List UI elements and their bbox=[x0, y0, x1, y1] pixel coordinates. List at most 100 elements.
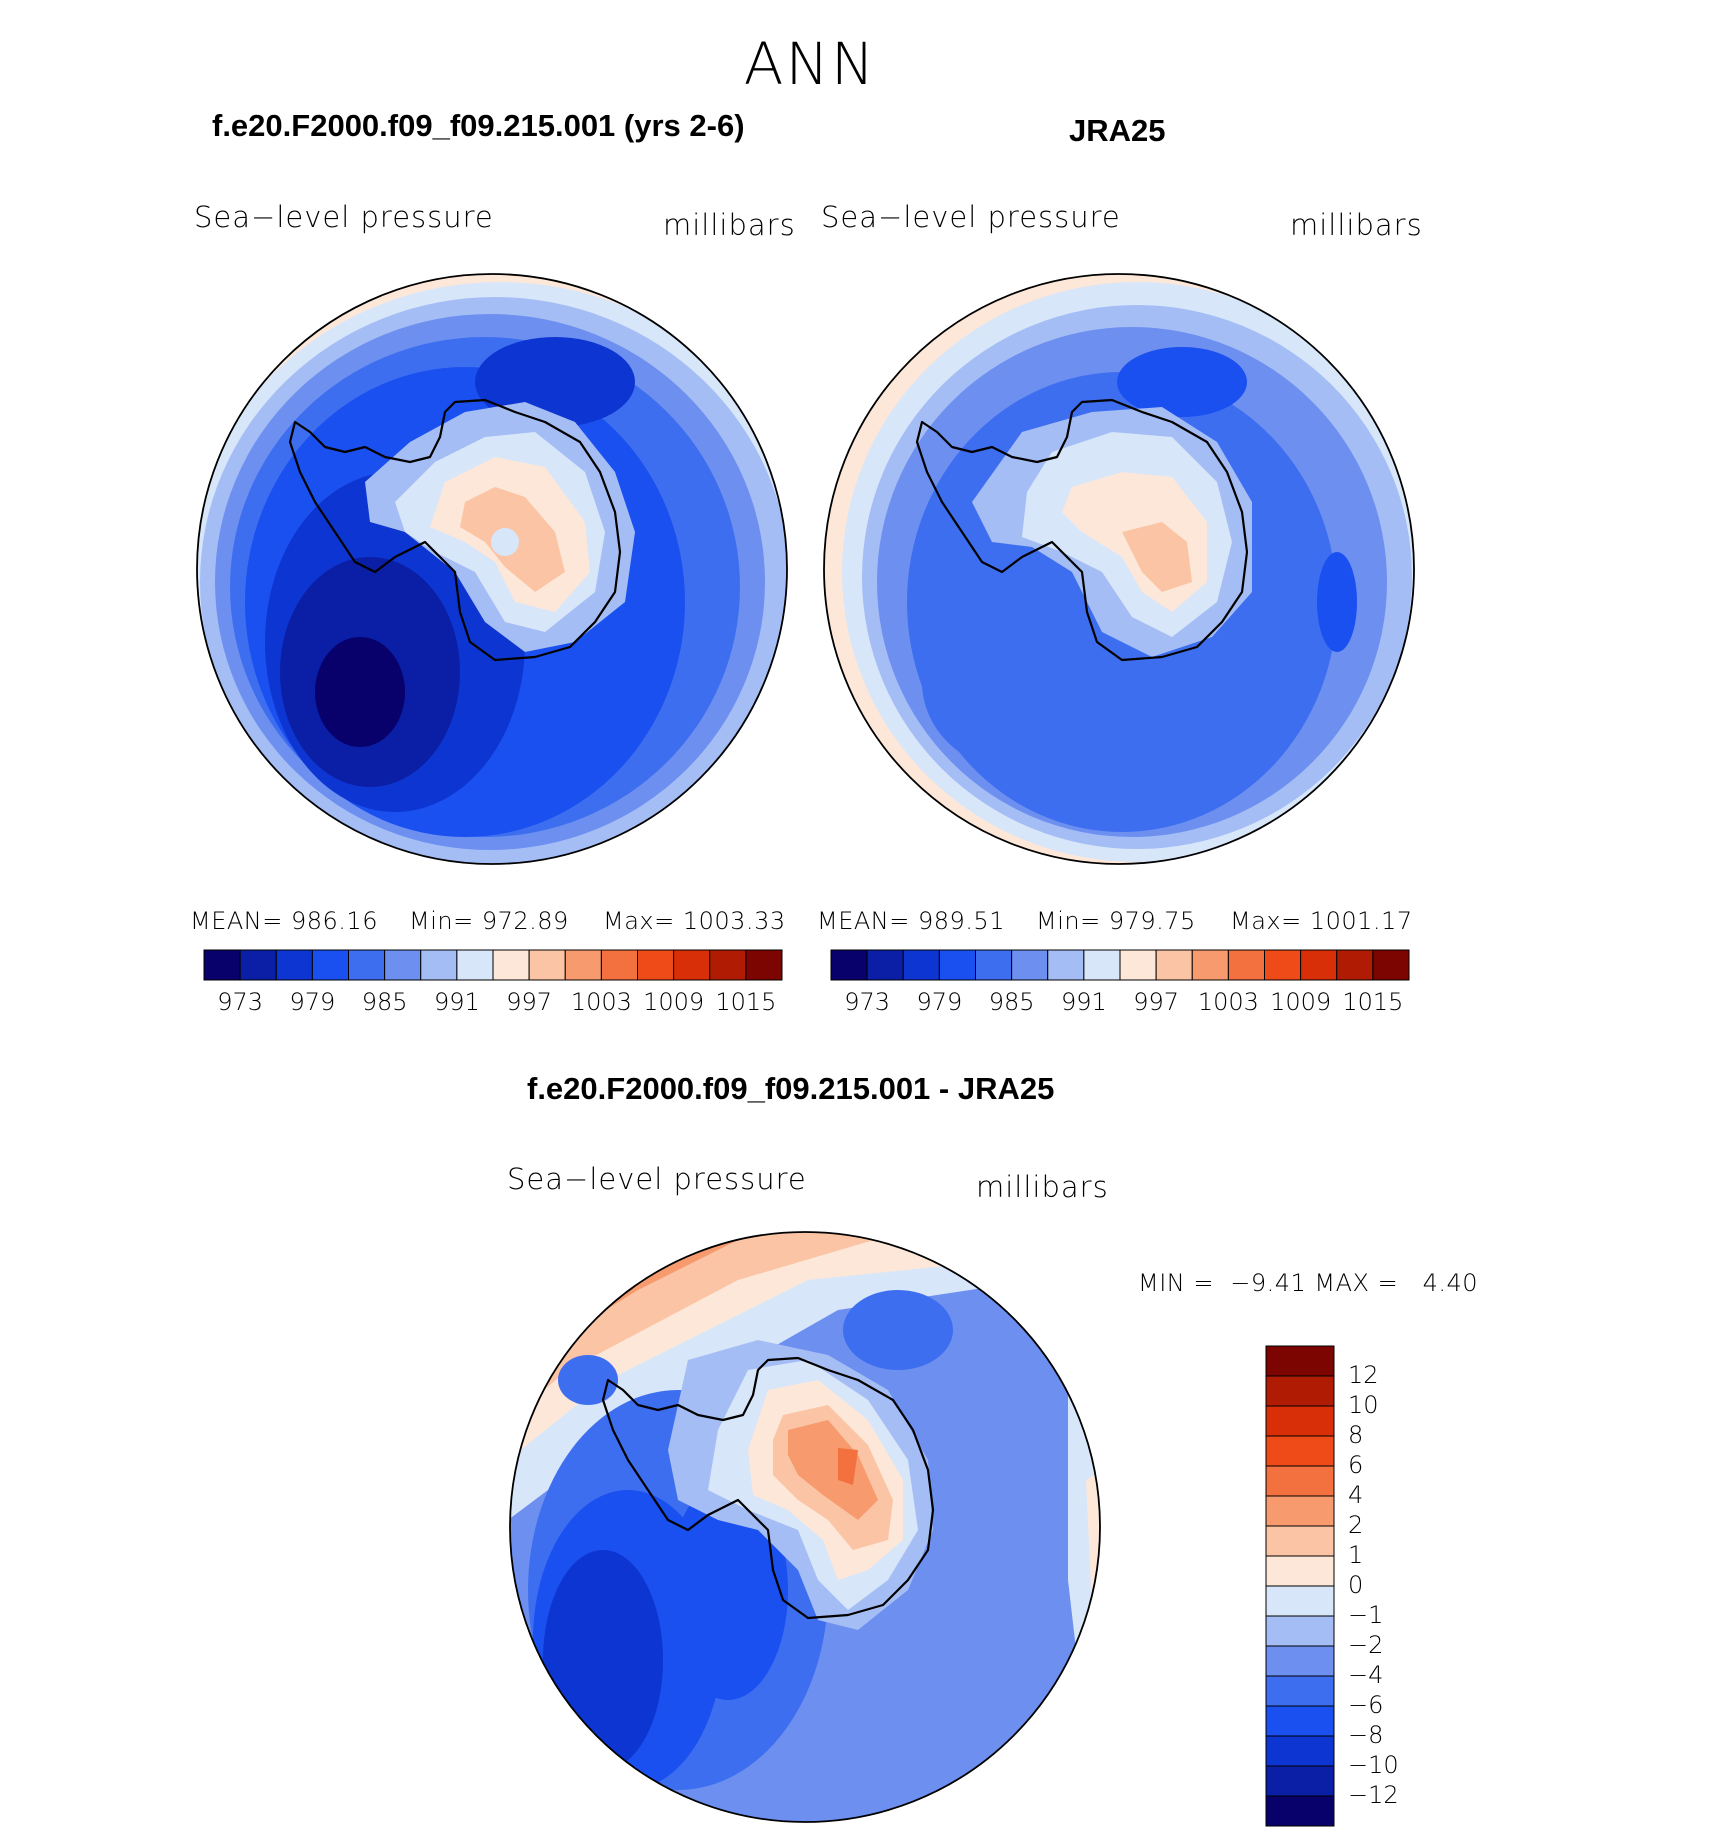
diff-colorbar-labels: 12 10 8 6 4 2 1 0 −1 −2 −4 −6 −8 −10 −12 bbox=[1340, 1346, 1420, 1826]
colorbar-swatch bbox=[1372, 949, 1410, 981]
colorbar-tick-label: 979 bbox=[289, 988, 336, 1016]
colorbar-swatch bbox=[1300, 949, 1338, 981]
colorbar-tick-label: 1009 bbox=[1270, 988, 1332, 1016]
diff-colorbar-tick-label: −12 bbox=[1348, 1781, 1399, 1809]
colorbar-swatch bbox=[384, 949, 422, 981]
diff-colorbar-swatch bbox=[1265, 1495, 1335, 1527]
panel1-polar-map bbox=[196, 273, 788, 865]
diff-colorbar-swatch bbox=[1265, 1405, 1335, 1437]
panel2-units-label: millibars bbox=[1290, 208, 1423, 242]
diff-colorbar-swatch bbox=[1265, 1645, 1335, 1677]
colorbar-swatch bbox=[420, 949, 458, 981]
panel2-mean: MEAN= 989.51 bbox=[817, 907, 1005, 935]
diff-min-max: MIN = −9.41 MAX = 4.40 bbox=[1138, 1269, 1479, 1297]
diff-colorbar-swatch bbox=[1265, 1585, 1335, 1617]
colorbar-swatch bbox=[866, 949, 904, 981]
colorbar-swatch bbox=[1047, 949, 1085, 981]
colorbar-swatch bbox=[1119, 949, 1157, 981]
colorbar-swatch bbox=[600, 949, 638, 981]
diff-colorbar-swatch bbox=[1265, 1765, 1335, 1797]
colorbar-tick-label: 973 bbox=[844, 988, 891, 1016]
colorbar-swatch bbox=[1011, 949, 1049, 981]
diff-colorbar-tick-label: 0 bbox=[1348, 1571, 1364, 1599]
diff-colorbar-swatch bbox=[1265, 1675, 1335, 1707]
diff-colorbar-swatch bbox=[1265, 1435, 1335, 1467]
main-title: ANN bbox=[743, 30, 877, 98]
diff-colorbar-tick-label: 10 bbox=[1348, 1391, 1379, 1419]
colorbar-swatch bbox=[830, 949, 868, 981]
diff-colorbar-tick-label: 8 bbox=[1348, 1421, 1364, 1449]
panel1-heading: f.e20.F2000.f09_f09.215.001 (yrs 2-6) bbox=[212, 108, 745, 143]
panel2-variable-label: Sea−level pressure bbox=[821, 200, 1121, 234]
panel2-max: Max= 1001.17 bbox=[1230, 907, 1413, 935]
colorbar-swatch bbox=[1336, 949, 1374, 981]
panel1-max: Max= 1003.33 bbox=[603, 907, 786, 935]
colorbar-swatch bbox=[1083, 949, 1121, 981]
diff-colorbar-tick-label: −1 bbox=[1348, 1601, 1384, 1629]
colorbar-tick-label: 997 bbox=[506, 988, 553, 1016]
colorbar-tick-label: 1015 bbox=[1342, 988, 1404, 1016]
diff-colorbar-swatch bbox=[1265, 1705, 1335, 1737]
colorbar-tick-label: 991 bbox=[433, 988, 480, 1016]
colorbar-swatch bbox=[637, 949, 675, 981]
diff-colorbar-tick-label: −10 bbox=[1348, 1751, 1399, 1779]
diff-polar-map bbox=[509, 1231, 1101, 1823]
diff-colorbar-swatch bbox=[1265, 1345, 1335, 1377]
colorbar-swatch bbox=[456, 949, 494, 981]
diff-colorbar-swatch bbox=[1265, 1525, 1335, 1557]
colorbar-tick-label: 991 bbox=[1060, 988, 1107, 1016]
diff-colorbar-swatch bbox=[1265, 1735, 1335, 1767]
diff-colorbar-swatch bbox=[1265, 1795, 1335, 1827]
panel2-heading: JRA25 bbox=[1069, 113, 1166, 148]
panel1-colorbar bbox=[203, 949, 783, 981]
diff-colorbar-tick-label: 1 bbox=[1348, 1541, 1364, 1569]
colorbar-tick-label: 1003 bbox=[1197, 988, 1259, 1016]
colorbar-tick-label: 997 bbox=[1133, 988, 1180, 1016]
colorbar-swatch bbox=[275, 949, 313, 981]
colorbar-tick-label: 1009 bbox=[643, 988, 705, 1016]
colorbar-swatch bbox=[492, 949, 530, 981]
colorbar-swatch bbox=[239, 949, 277, 981]
colorbar-tick-label: 1003 bbox=[570, 988, 632, 1016]
panel1-min: Min= 972.89 bbox=[409, 907, 569, 935]
panel2-colorbar bbox=[830, 949, 1410, 981]
diff-colorbar-swatch bbox=[1265, 1375, 1335, 1407]
colorbar-swatch bbox=[528, 949, 566, 981]
colorbar-swatch bbox=[348, 949, 386, 981]
diff-colorbar-swatch bbox=[1265, 1615, 1335, 1647]
panel1-units-label: millibars bbox=[663, 208, 796, 242]
colorbar-swatch bbox=[938, 949, 976, 981]
diff-heading: f.e20.F2000.f09_f09.215.001 - JRA25 bbox=[527, 1071, 1055, 1106]
colorbar-tick-label: 985 bbox=[361, 988, 408, 1016]
colorbar-swatch bbox=[1155, 949, 1193, 981]
diff-colorbar-swatch bbox=[1265, 1555, 1335, 1587]
colorbar-swatch bbox=[1227, 949, 1265, 981]
colorbar-swatch bbox=[745, 949, 783, 981]
diff-colorbar-tick-label: 4 bbox=[1348, 1481, 1364, 1509]
colorbar-tick-label: 985 bbox=[988, 988, 1035, 1016]
panel2-polar-map bbox=[823, 273, 1415, 865]
colorbar-tick-label: 979 bbox=[916, 988, 963, 1016]
panel1-variable-label: Sea−level pressure bbox=[194, 200, 494, 234]
colorbar-tick-label: 973 bbox=[217, 988, 264, 1016]
colorbar-tick-label: 1015 bbox=[715, 988, 777, 1016]
colorbar-swatch bbox=[311, 949, 349, 981]
diff-colorbar-tick-label: −4 bbox=[1348, 1661, 1384, 1689]
colorbar-swatch bbox=[709, 949, 747, 981]
panel2-min: Min= 979.75 bbox=[1036, 907, 1196, 935]
colorbar-swatch bbox=[203, 949, 241, 981]
colorbar-swatch bbox=[564, 949, 602, 981]
panel2-colorbar-labels: 973 979 985 991 997 1003 1009 1015 bbox=[831, 988, 1409, 1018]
colorbar-swatch bbox=[1191, 949, 1229, 981]
diff-colorbar-tick-label: 12 bbox=[1348, 1361, 1379, 1389]
colorbar-swatch bbox=[975, 949, 1013, 981]
colorbar-swatch bbox=[902, 949, 940, 981]
panel1-colorbar-labels: 973 979 985 991 997 1003 1009 1015 bbox=[204, 988, 782, 1018]
panel1-mean: MEAN= 986.16 bbox=[190, 907, 378, 935]
diff-colorbar-tick-label: −8 bbox=[1348, 1721, 1384, 1749]
diff-colorbar-swatch bbox=[1265, 1465, 1335, 1497]
diff-colorbar-tick-label: −6 bbox=[1348, 1691, 1384, 1719]
diff-colorbar-tick-label: 6 bbox=[1348, 1451, 1364, 1479]
colorbar-swatch bbox=[673, 949, 711, 981]
diff-units-label: millibars bbox=[976, 1170, 1109, 1204]
